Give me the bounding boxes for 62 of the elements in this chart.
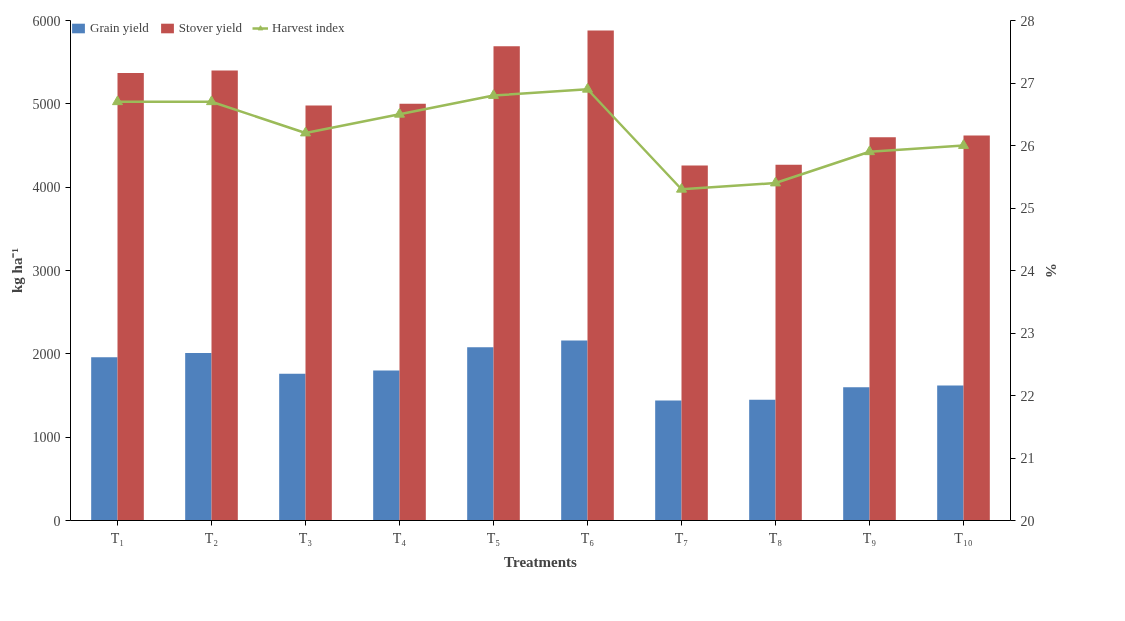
y-tick-label: 6000 xyxy=(32,13,61,29)
x-tick-label: T₁₀ xyxy=(954,530,973,546)
point xyxy=(958,139,969,149)
x-tick-label: T₄ xyxy=(392,530,407,546)
bar xyxy=(399,103,426,521)
bar xyxy=(655,400,682,521)
bar xyxy=(373,370,400,521)
point xyxy=(864,145,875,156)
y-tick-label: 0 xyxy=(53,513,61,529)
bar xyxy=(937,385,964,521)
y-tick-label: 3000 xyxy=(32,263,61,279)
bar xyxy=(117,73,144,521)
bar xyxy=(305,105,332,521)
point xyxy=(676,182,687,193)
y2-tick-label: 20 xyxy=(1020,513,1035,529)
x-tick-label: T₉ xyxy=(862,530,877,546)
bar xyxy=(561,340,588,521)
point xyxy=(112,95,123,106)
x-axis-title: Treatments xyxy=(504,553,578,570)
y-tick-label: 4000 xyxy=(32,180,61,196)
legend-label: Grain yield xyxy=(90,20,149,36)
bar xyxy=(467,347,494,521)
point xyxy=(582,82,593,93)
y2-tick-label: 26 xyxy=(1020,138,1035,154)
bar xyxy=(91,357,118,521)
bar xyxy=(211,70,238,521)
y-tick-label: 1000 xyxy=(32,430,61,446)
point xyxy=(488,89,499,99)
point xyxy=(770,176,781,187)
y-tick-label: 5000 xyxy=(32,96,61,112)
y2-tick-label: 27 xyxy=(1020,76,1035,91)
y2-tick-label: 25 xyxy=(1020,201,1035,216)
y2-tick-label: 23 xyxy=(1020,326,1035,341)
x-tick-label: T₁ xyxy=(110,530,125,546)
legend-label: Stover yield xyxy=(178,20,243,36)
y2-tick-label: 22 xyxy=(1020,388,1035,404)
bar xyxy=(843,387,870,521)
y-axis-title: kg ha⁻¹ xyxy=(8,248,25,293)
bar xyxy=(775,164,802,521)
y2-tick-label: 28 xyxy=(1020,13,1035,29)
point xyxy=(300,126,311,137)
legend-label: Harvest index xyxy=(272,20,345,36)
x-tick-label: T₃ xyxy=(298,530,313,546)
bar xyxy=(963,135,990,521)
bar xyxy=(279,373,306,521)
x-tick-label: T₆ xyxy=(580,530,595,546)
y2-axis-title: % xyxy=(1042,263,1059,278)
x-tick-label: T₂ xyxy=(204,530,219,546)
point xyxy=(206,95,217,106)
bar xyxy=(587,30,614,521)
y2-tick-label: 21 xyxy=(1020,451,1035,466)
bar xyxy=(493,46,520,521)
point xyxy=(394,107,405,118)
x-tick-label: T₇ xyxy=(674,530,689,546)
x-tick-label: T₈ xyxy=(768,530,783,546)
x-tick-label: T₅ xyxy=(486,530,501,546)
bar xyxy=(681,165,708,521)
bar xyxy=(749,399,776,521)
y2-tick-label: 24 xyxy=(1020,263,1035,279)
bar xyxy=(185,353,212,521)
bar xyxy=(869,137,896,521)
y-tick-label: 2000 xyxy=(32,346,61,362)
